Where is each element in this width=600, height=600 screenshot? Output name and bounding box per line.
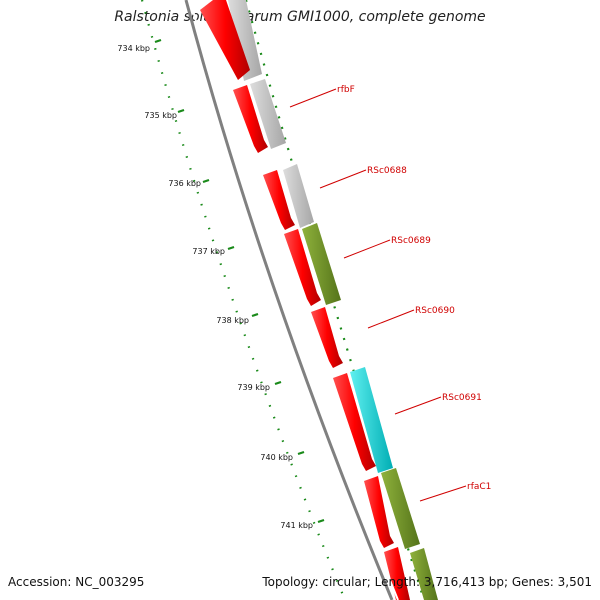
- cds-arrow-8: [384, 547, 410, 600]
- backbone-line: [184, 0, 394, 600]
- gene-label-RSc0689: RSc0689: [391, 236, 431, 246]
- gene-label-rfaC1: rfaC1: [467, 482, 491, 492]
- gene-label-RSc0691: RSc0691: [442, 393, 482, 403]
- kbp-label-741: 741 kbp: [280, 521, 313, 530]
- kbp-label-738: 738 kbp: [216, 316, 249, 325]
- feature-gray-3: [283, 164, 314, 228]
- cds-arrow-2: [233, 85, 268, 153]
- feature-olive-3: [410, 548, 438, 600]
- feature-cyan-1: [350, 367, 393, 473]
- kbp-label-734: 734 kbp: [117, 44, 150, 53]
- kbp-ticks: [154, 38, 325, 524]
- cds-arrow-7: [364, 476, 394, 548]
- outer-tick-ring: [244, 0, 426, 600]
- feature-olive-2: [381, 468, 420, 549]
- genome-summary-text: Topology: circular; Length: 3,716,413 bp…: [262, 575, 592, 589]
- accession-text: Accession: NC_003295: [8, 575, 145, 589]
- gene-leader-lines: [289, 88, 467, 502]
- kbp-label-739: 739 kbp: [237, 383, 270, 392]
- feature-gray-2: [250, 79, 286, 149]
- cds-arrow-6: [333, 373, 376, 471]
- kbp-label-736: 736 kbp: [168, 179, 201, 188]
- cds-arrow-4: [284, 229, 321, 306]
- cds-arrow-1: [200, 0, 250, 80]
- cds-arrow-5: [311, 307, 343, 368]
- gene-label-RSc0688: RSc0688: [367, 166, 407, 176]
- feature-olive-1: [302, 223, 341, 305]
- inner-tick-ring: [140, 0, 347, 600]
- kbp-label-740: 740 kbp: [260, 453, 293, 462]
- gene-label-RSc0690: RSc0690: [415, 306, 455, 316]
- kbp-label-735: 735 kbp: [144, 111, 177, 120]
- cds-arrow-3: [263, 170, 295, 230]
- feature-gray-1: [228, 0, 262, 81]
- gene-label-rfbF: rfbF: [337, 85, 355, 95]
- kbp-label-737: 737 kbp: [192, 247, 225, 256]
